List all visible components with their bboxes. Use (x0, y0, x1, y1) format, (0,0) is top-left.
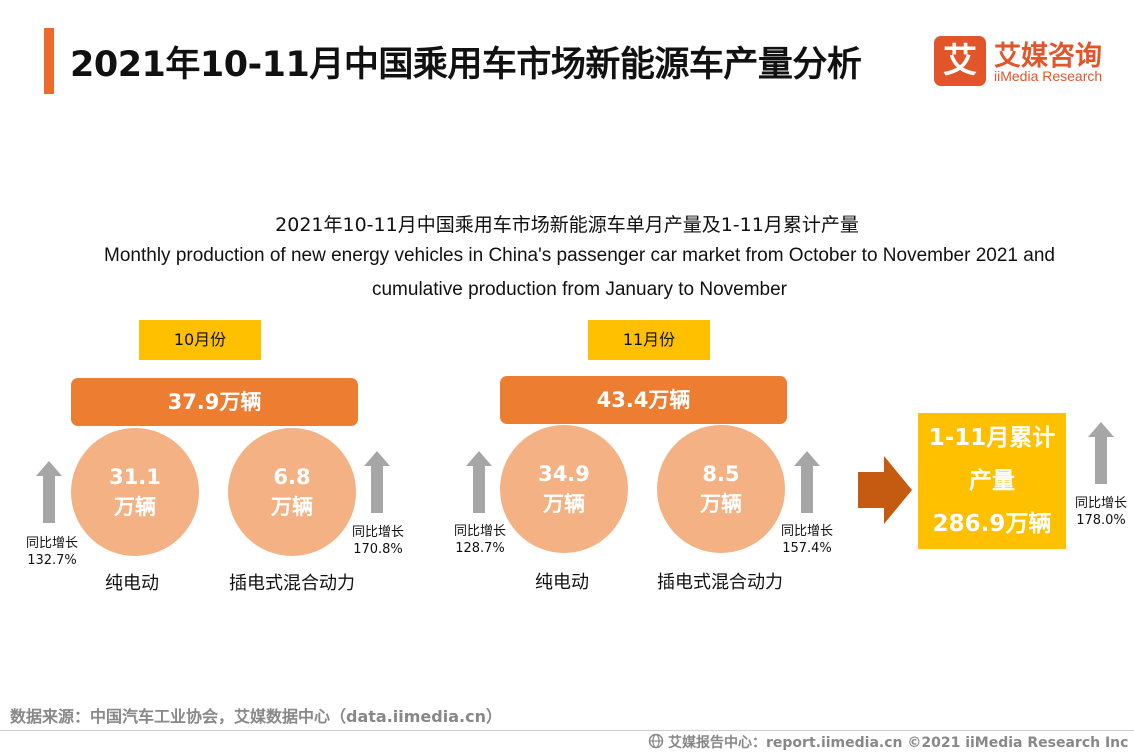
right-arrow-icon (858, 456, 912, 524)
growth-arrow-icon (364, 451, 390, 513)
growth-label: 同比增长 (351, 525, 404, 540)
total-bar-november: 43.4万辆 (500, 376, 787, 424)
chart-title-cn: 2021年10-11月中国乘用车市场新能源车单月产量及1-11月累计产量 (275, 214, 859, 236)
circle-value: 31.1 (109, 465, 161, 489)
month-tag-october: 10月份 (139, 320, 261, 360)
circle-unit: 万辆 (271, 495, 313, 519)
cumulative-value: 286.9万辆 (932, 510, 1052, 537)
circle-nov-phev: 8.5 万辆 (657, 425, 785, 553)
month-tag-november: 11月份 (588, 320, 710, 360)
circle-unit: 万辆 (543, 492, 585, 516)
growth-label: 同比增长 (25, 536, 78, 551)
footer-divider (0, 730, 1134, 731)
page-title: 2021年10-11月中国乘用车市场新能源车产量分析 (70, 45, 862, 85)
circle-unit: 万辆 (700, 492, 742, 516)
chart-title-en-line2: cumulative production from January to No… (371, 279, 788, 300)
chart-title-en-line1: Monthly production of new energy vehicle… (104, 245, 1055, 266)
cumulative-box: 1-11月累计 产量 286.9万辆 (918, 413, 1066, 549)
growth-label: 同比增长 (1074, 496, 1127, 511)
growth-nov-bev: 同比增长 128.7% (442, 523, 518, 557)
growth-value: 178.0% (1076, 513, 1126, 528)
circle-oct-bev: 31.1 万辆 (71, 428, 199, 556)
growth-label: 同比增长 (780, 524, 833, 539)
growth-arrow-icon (466, 451, 492, 513)
globe-icon (648, 733, 664, 749)
growth-arrow-icon (794, 451, 820, 513)
growth-value: 157.4% (782, 541, 832, 556)
circle-nov-bev: 34.9 万辆 (500, 425, 628, 553)
data-source: 数据来源：中国汽车工业协会，艾媒数据中心（data.iimedia.cn） (10, 707, 502, 726)
cumulative-label-line1: 1-11月累计 (928, 424, 1056, 451)
logo-text-en: iiMedia Research (994, 68, 1103, 84)
circle-oct-phev: 6.8 万辆 (228, 428, 356, 556)
title-accent-bar (44, 28, 54, 94)
growth-value: 170.8% (353, 542, 403, 557)
category-label-nov-bev: 纯电动 (535, 572, 589, 593)
logo-mark: 艾 (934, 36, 986, 86)
growth-value: 132.7% (27, 553, 77, 568)
logo-text-cn: 艾媒咨询 (994, 41, 1102, 72)
category-label-nov-phev: 插电式混合动力 (657, 572, 783, 593)
growth-arrow-icon (36, 461, 62, 523)
circle-value: 34.9 (538, 462, 590, 486)
growth-cumulative: 同比增长 178.0% (1063, 495, 1134, 529)
growth-value: 128.7% (455, 541, 505, 556)
growth-oct-phev: 同比增长 170.8% (340, 524, 416, 558)
circle-value: 6.8 (273, 465, 311, 489)
growth-label: 同比增长 (453, 524, 506, 539)
report-center-link[interactable]: 艾媒报告中心：report.iimedia.cn ©2021 iiMedia R… (668, 735, 1129, 751)
circle-unit: 万辆 (114, 495, 156, 519)
total-bar-october: 37.9万辆 (71, 378, 358, 426)
growth-nov-phev: 同比增长 157.4% (769, 523, 845, 557)
growth-oct-bev: 同比增长 132.7% (14, 535, 90, 569)
circle-value: 8.5 (702, 462, 740, 486)
growth-arrow-icon (1088, 422, 1114, 484)
category-label-oct-phev: 插电式混合动力 (229, 573, 355, 594)
category-label-oct-bev: 纯电动 (105, 573, 159, 594)
cumulative-label-line2: 产量 (969, 467, 1015, 494)
